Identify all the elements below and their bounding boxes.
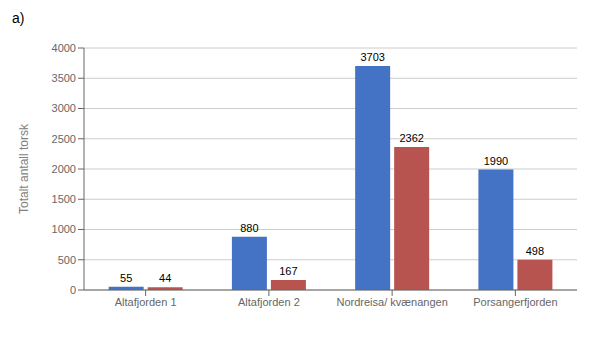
svg-text:1500: 1500	[52, 193, 76, 205]
svg-text:880: 880	[240, 222, 258, 234]
svg-text:44: 44	[159, 272, 171, 284]
svg-text:Totalt antall torsk: Totalt antall torsk	[17, 123, 31, 214]
svg-text:3703: 3703	[360, 51, 384, 63]
svg-text:2362: 2362	[399, 132, 423, 144]
svg-text:3500: 3500	[52, 72, 76, 84]
svg-text:Altafjorden 2: Altafjorden 2	[238, 296, 300, 308]
html-text:a): a)	[12, 10, 25, 26]
svg-text:0: 0	[70, 284, 76, 296]
svg-text:2500: 2500	[52, 133, 76, 145]
svg-text:4000: 4000	[52, 42, 76, 54]
svg-text:Nordreisa/ kvænangen: Nordreisa/ kvænangen	[336, 296, 447, 308]
svg-text:Altafjorden 1: Altafjorden 1	[115, 296, 177, 308]
svg-text:500: 500	[58, 254, 76, 266]
svg-text:3000: 3000	[52, 102, 76, 114]
svg-text:Porsangerfjorden: Porsangerfjorden	[473, 296, 557, 308]
svg-text:1990: 1990	[484, 155, 508, 167]
svg-text:1000: 1000	[52, 223, 76, 235]
svg-text:498: 498	[526, 245, 544, 257]
svg-text:167: 167	[279, 265, 297, 277]
svg-text:2000: 2000	[52, 163, 76, 175]
svg-text:55: 55	[120, 272, 132, 284]
